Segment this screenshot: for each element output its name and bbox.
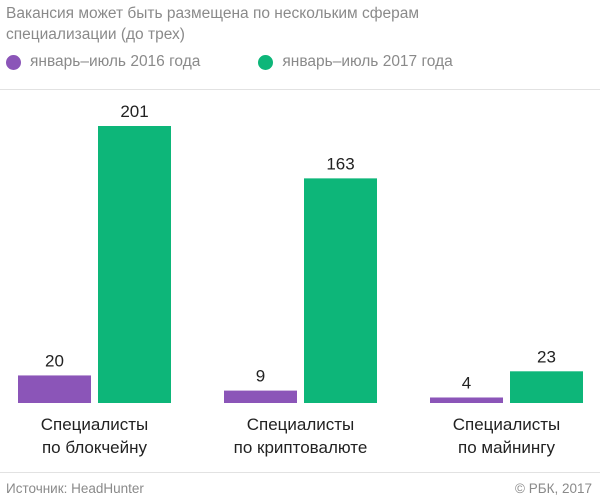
- category-label-c2-l0: Специалисты: [453, 415, 561, 434]
- legend-item-2016: январь–июль 2016 года: [6, 53, 200, 71]
- value-label-s0-c1: 9: [256, 367, 265, 386]
- bar-chart: 20 201 Специалисты по блокчейну 9 163 Специали…: [18, 102, 583, 457]
- legend-item-2017: январь–июль 2017 года: [258, 53, 453, 71]
- bar-s0-c2: [430, 397, 503, 403]
- value-label-s1-c2: 23: [537, 347, 556, 366]
- category-label-c2-l1: по майнингу: [458, 438, 555, 457]
- value-label-s0-c2: 4: [462, 373, 471, 392]
- chart-subtitle: Вакансия может быть размещена по несколь…: [6, 5, 420, 43]
- category-label-c0-l0: Специалисты: [41, 415, 149, 434]
- value-label-s0-c0: 20: [45, 351, 64, 370]
- bar-s1-c2: [510, 371, 583, 403]
- top-divider: [0, 89, 600, 90]
- chart-legend: январь–июль 2016 года январь–июль 2017 г…: [6, 52, 511, 72]
- value-label-s1-c1: 163: [326, 154, 354, 173]
- legend-label-2017: январь–июль 2017 года: [282, 53, 453, 70]
- bar-s0-c1: [224, 390, 297, 403]
- legend-swatch-2016: [6, 54, 21, 70]
- bar-s1-c0: [98, 126, 171, 403]
- bar-s0-c0: [18, 375, 91, 403]
- value-label-s1-c0: 201: [120, 102, 148, 121]
- copyright-note: © РБК, 2017: [515, 481, 592, 496]
- legend-swatch-2017: [258, 54, 274, 70]
- category-label-c0-l1: по блокчейну: [42, 438, 148, 457]
- source-note: Источник: HeadHunter: [6, 481, 144, 496]
- bottom-divider: [0, 472, 600, 473]
- bar-s1-c1: [304, 178, 377, 403]
- category-label-c1-l1: по криптовалюте: [234, 438, 368, 457]
- category-label-c1-l0: Специалисты: [247, 415, 355, 434]
- legend-label-2016: январь–июль 2016 года: [30, 53, 201, 70]
